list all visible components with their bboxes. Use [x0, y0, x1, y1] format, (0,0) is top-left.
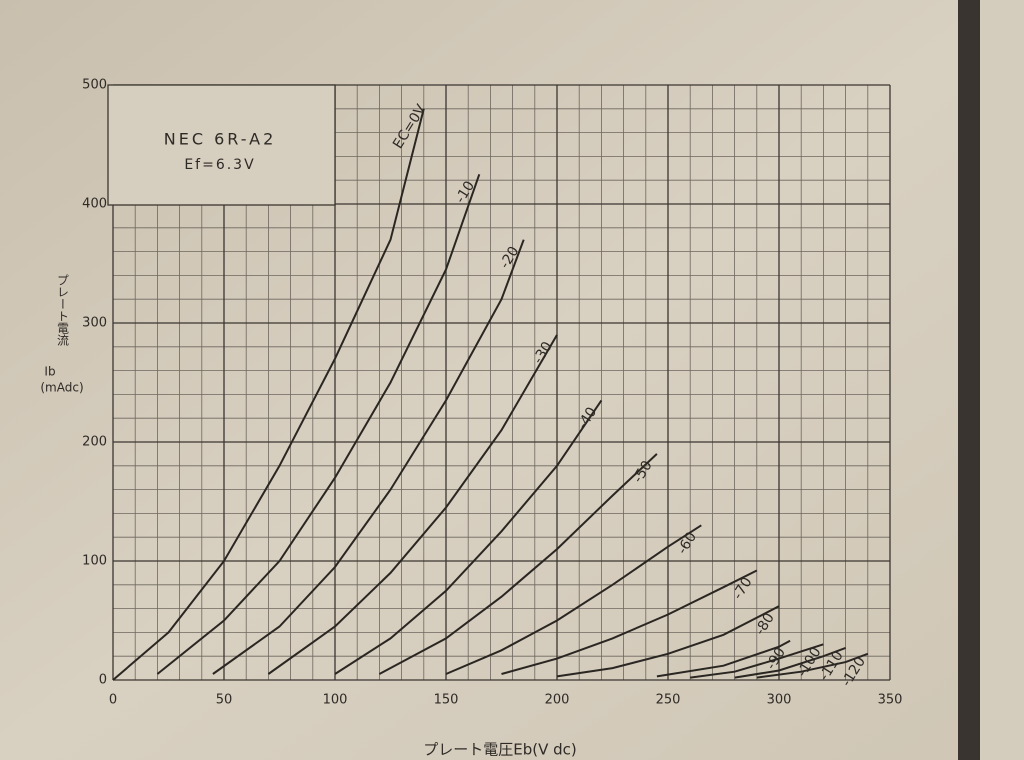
x-tick-label: 200: [545, 693, 570, 708]
curve: [445, 524, 702, 675]
curve: [756, 652, 869, 679]
y-tick-label: 300: [82, 316, 107, 331]
x-axis-label: プレート電圧Eb(V dc): [423, 741, 577, 759]
y-tick-label: 400: [82, 197, 107, 212]
book-gutter: [958, 0, 980, 760]
x-tick-label: 250: [656, 693, 681, 708]
chart-title: NEC 6R-A2: [164, 130, 277, 149]
curve: [656, 639, 791, 678]
y-axis-label: (mAdc): [40, 381, 83, 395]
chart-subtitle: Ef=6.3V: [184, 157, 255, 173]
x-tick-label: 50: [216, 693, 233, 708]
x-tick-label: 100: [323, 693, 348, 708]
curve: [690, 643, 824, 679]
curve: [212, 239, 525, 675]
curve: [734, 646, 846, 679]
y-tick-label: 100: [82, 554, 107, 569]
curve: [112, 108, 425, 681]
x-tick-label: 350: [878, 693, 903, 708]
curve: [501, 569, 758, 675]
curve: [556, 605, 780, 678]
title-box: [107, 84, 336, 206]
y-tick-label: 0: [99, 673, 107, 688]
y-axis-label: Ib: [44, 365, 55, 379]
facing-page: [980, 0, 1024, 760]
curve: [156, 173, 481, 675]
x-tick-label: 0: [109, 693, 117, 708]
curve: [334, 399, 603, 675]
y-tick-label: 200: [82, 435, 107, 450]
x-tick-label: 300: [767, 693, 792, 708]
curve: [267, 334, 558, 675]
y-tick-label: 500: [82, 78, 107, 93]
curve: [378, 453, 658, 675]
x-tick-label: 150: [434, 693, 459, 708]
y-axis-label: プレート電流: [56, 274, 70, 346]
